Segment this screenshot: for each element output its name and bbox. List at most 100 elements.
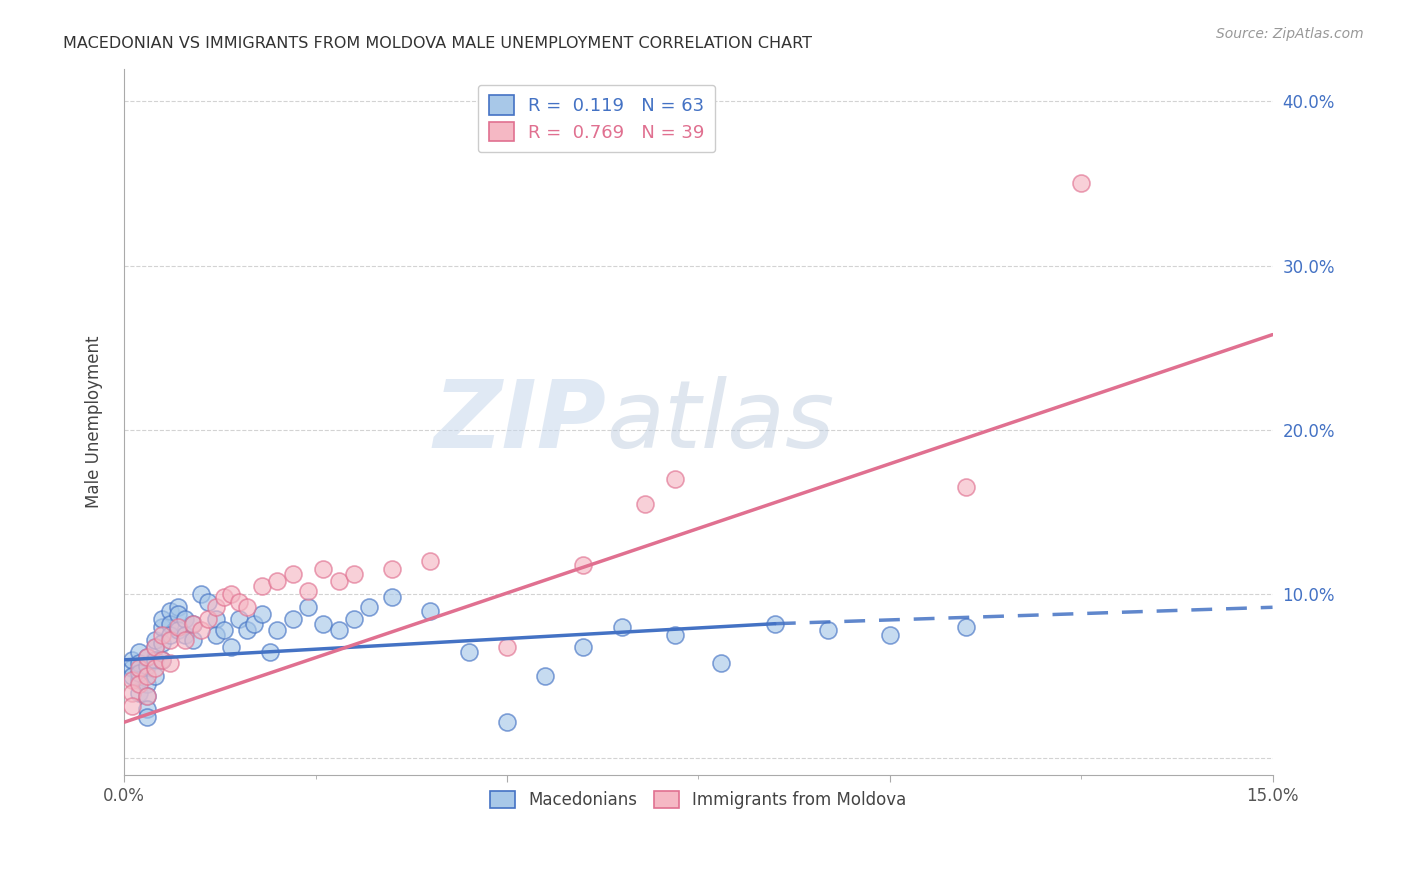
Point (205, 600, 228, 615)
Point (143, 640, 166, 654)
Point (128, 661, 150, 675)
Point (152, 620, 174, 634)
Point (190, 587, 212, 601)
Point (197, 612, 219, 626)
Point (121, 653, 143, 667)
Point (955, 620, 977, 634)
Point (159, 603, 181, 617)
Point (457, 645, 479, 659)
Point (710, 656, 733, 670)
Legend: Macedonians, Immigrants from Moldova: Macedonians, Immigrants from Moldova (484, 784, 914, 816)
Point (664, 472, 686, 486)
Point (166, 607, 188, 621)
Point (359, 600, 381, 615)
Point (152, 636, 174, 650)
Point (879, 628, 901, 642)
Point (128, 677, 150, 691)
Point (205, 612, 228, 626)
Point (235, 624, 257, 638)
Point (190, 624, 212, 638)
Point (297, 600, 319, 615)
Point (152, 653, 174, 667)
Point (128, 673, 150, 687)
Text: Source: ZipAtlas.com: Source: ZipAtlas.com (1216, 27, 1364, 41)
Point (136, 649, 159, 664)
Point (143, 661, 166, 675)
Text: ZIP: ZIP (433, 376, 606, 467)
Point (572, 558, 595, 572)
Point (281, 612, 304, 626)
Point (152, 612, 174, 626)
Point (212, 591, 235, 605)
Y-axis label: Male Unemployment: Male Unemployment (86, 335, 103, 508)
Point (817, 624, 839, 638)
Point (205, 628, 228, 642)
Point (328, 624, 350, 638)
Point (1070, 177, 1092, 191)
Point (121, 669, 143, 683)
Point (297, 583, 319, 598)
Point (143, 669, 166, 683)
Point (312, 562, 335, 576)
Point (128, 656, 150, 670)
Point (159, 633, 181, 648)
Point (228, 612, 250, 626)
Text: atlas: atlas (606, 376, 835, 467)
Point (121, 661, 143, 675)
Point (136, 689, 159, 703)
Point (259, 645, 281, 659)
Point (159, 616, 181, 631)
Point (534, 669, 557, 683)
Point (121, 686, 143, 700)
Point (143, 653, 166, 667)
Point (212, 624, 235, 638)
Point (634, 497, 657, 511)
Point (152, 628, 174, 642)
Point (955, 480, 977, 494)
Point (166, 624, 188, 638)
Point (381, 591, 404, 605)
Point (136, 659, 159, 673)
Point (197, 595, 219, 609)
Point (250, 579, 273, 593)
Point (610, 620, 633, 634)
Point (243, 616, 266, 631)
Point (235, 600, 257, 615)
Point (143, 640, 166, 654)
Point (496, 640, 519, 654)
Point (128, 665, 150, 680)
Point (572, 640, 595, 654)
Point (664, 628, 686, 642)
Point (343, 567, 366, 582)
Point (152, 653, 174, 667)
Point (136, 710, 159, 724)
Point (136, 677, 159, 691)
Point (328, 574, 350, 588)
Point (174, 633, 197, 648)
Point (166, 600, 188, 615)
Point (250, 607, 273, 621)
Point (174, 628, 197, 642)
Point (181, 616, 204, 631)
Point (159, 656, 181, 670)
Point (266, 574, 288, 588)
Point (221, 587, 243, 601)
Point (381, 562, 404, 576)
Point (128, 645, 150, 659)
Point (136, 702, 159, 716)
Point (174, 612, 197, 626)
Point (266, 624, 288, 638)
Point (166, 620, 188, 634)
Point (143, 633, 166, 648)
Point (496, 715, 519, 730)
Point (343, 612, 366, 626)
Point (419, 554, 441, 568)
Point (128, 686, 150, 700)
Point (281, 567, 304, 582)
Point (121, 698, 143, 713)
Point (159, 628, 181, 642)
Point (121, 673, 143, 687)
Point (312, 616, 335, 631)
Point (221, 640, 243, 654)
Point (181, 633, 204, 648)
